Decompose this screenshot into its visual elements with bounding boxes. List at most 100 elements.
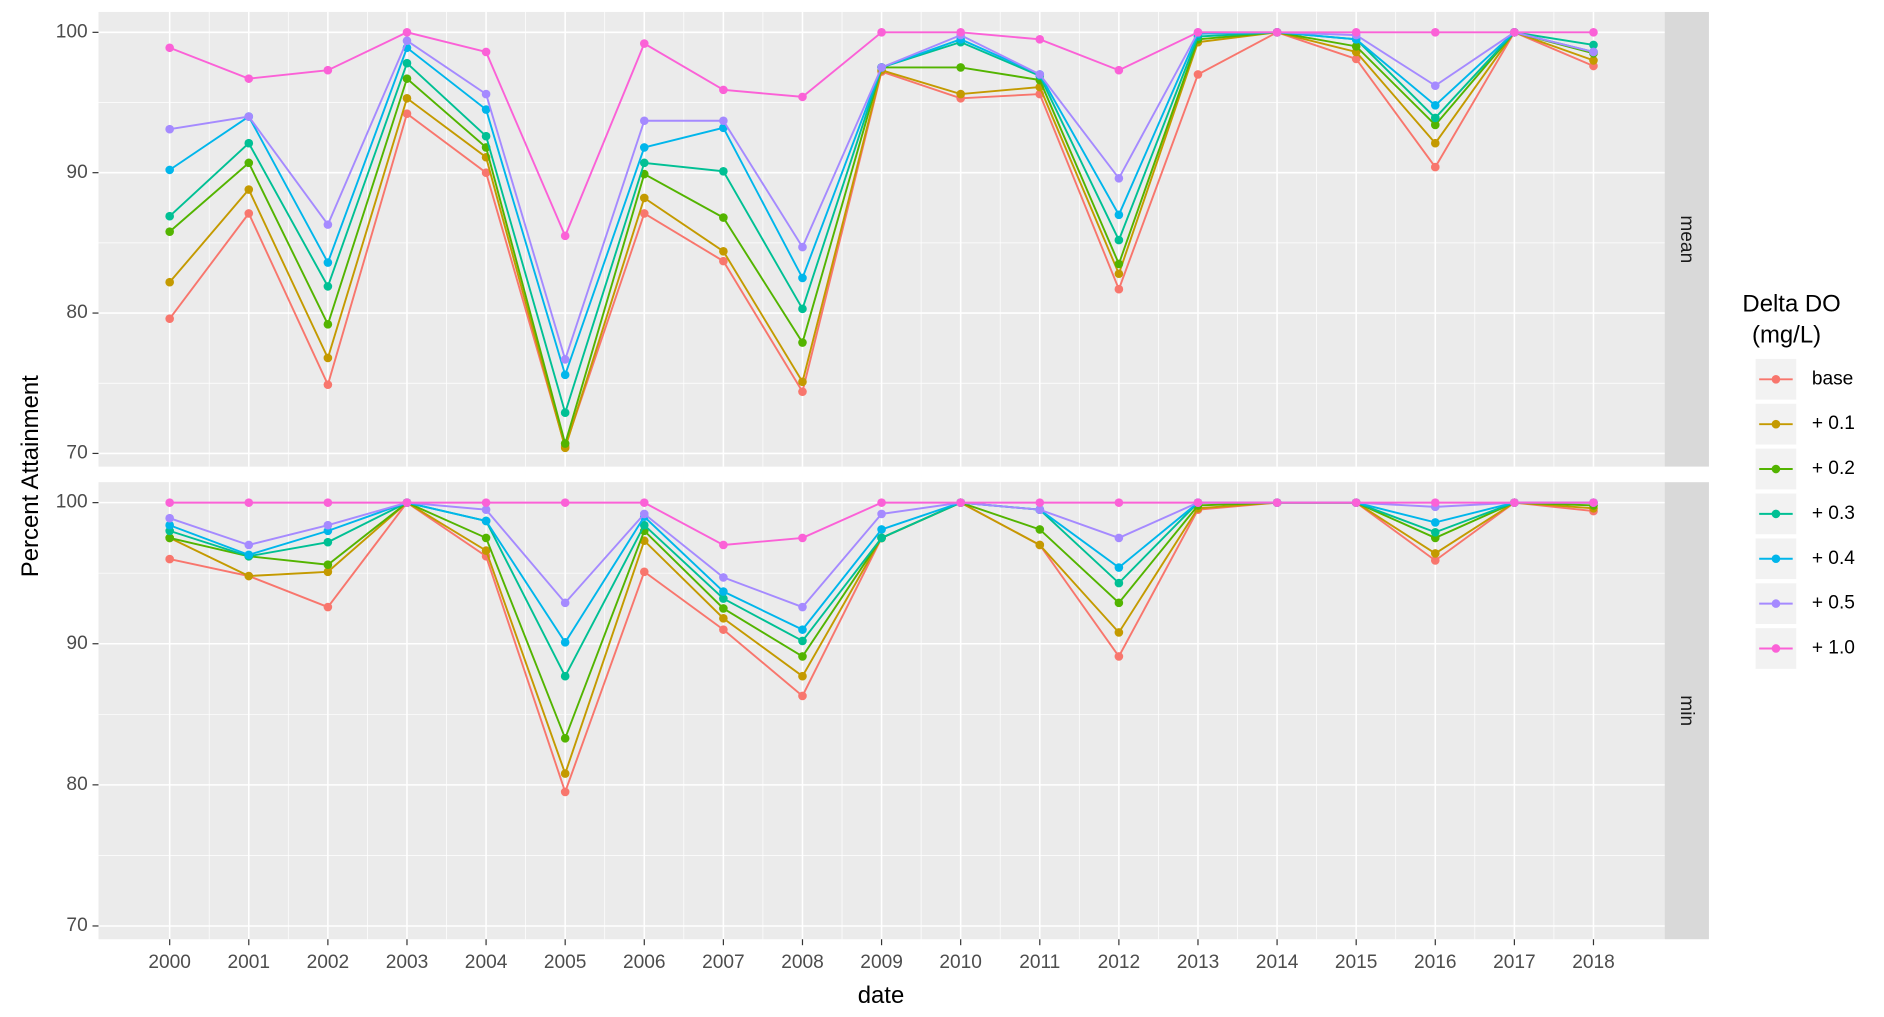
legend-label: + 0.3 [1812, 503, 1855, 524]
data-point [481, 105, 491, 114]
data-point [165, 520, 174, 530]
x-tick-label: 2018 [1572, 952, 1615, 973]
data-point [798, 625, 807, 634]
data-point [877, 498, 886, 507]
data-point [1351, 54, 1361, 64]
facet-label: mean [1676, 215, 1697, 263]
data-point [1510, 498, 1519, 507]
data-point [719, 625, 728, 634]
legend-label: + 1.0 [1812, 638, 1855, 659]
data-point [1430, 498, 1440, 507]
data-point [877, 533, 886, 543]
x-tick-label: 2013 [1177, 952, 1220, 973]
legend-label: + 0.1 [1812, 413, 1855, 434]
data-point [798, 652, 807, 661]
data-point [323, 258, 333, 267]
data-point [639, 116, 649, 126]
x-axis-title: date [858, 982, 905, 1009]
data-point [1430, 28, 1440, 37]
data-point [165, 165, 174, 175]
data-point [639, 158, 649, 168]
data-point [798, 387, 807, 396]
x-tick-label: 2008 [781, 952, 824, 973]
data-point [1114, 652, 1124, 661]
data-point [1035, 505, 1045, 515]
data-point [1114, 563, 1124, 572]
data-point [1193, 498, 1203, 507]
data-point [560, 231, 570, 241]
data-point [1430, 518, 1440, 527]
data-point [1114, 533, 1124, 543]
legend-swatch [1771, 464, 1781, 474]
x-tick-label: 2007 [702, 952, 745, 973]
data-point [877, 509, 886, 519]
data-point [244, 138, 254, 148]
data-point [481, 516, 491, 526]
data-point [1114, 284, 1124, 294]
x-tick-label: 2006 [623, 952, 666, 973]
data-point [639, 143, 649, 152]
data-point [719, 256, 728, 266]
data-point [798, 338, 807, 347]
x-tick-label: 2003 [386, 952, 429, 973]
y-tick-label: 80 [66, 302, 87, 323]
data-point [798, 636, 807, 646]
data-point [639, 193, 649, 203]
data-point [798, 273, 807, 283]
data-point [719, 116, 728, 126]
data-point [165, 498, 174, 507]
data-point [1035, 498, 1045, 507]
data-point [877, 63, 886, 72]
legend-swatch [1771, 419, 1781, 429]
legend-swatch [1771, 374, 1781, 384]
data-point [719, 85, 728, 95]
data-point [1589, 47, 1598, 57]
data-point [1114, 498, 1124, 507]
data-point [956, 89, 965, 99]
data-point [798, 691, 807, 701]
data-point [165, 533, 174, 543]
data-point [1430, 138, 1440, 148]
data-point [402, 93, 412, 103]
data-point [481, 498, 491, 507]
data-point [1114, 65, 1124, 75]
x-tick-label: 2016 [1414, 952, 1457, 973]
data-point [639, 567, 649, 577]
x-tick-label: 2000 [148, 952, 191, 973]
data-point [1035, 540, 1045, 550]
data-point [1430, 162, 1440, 172]
data-point [639, 39, 649, 48]
x-tick-label: 2009 [860, 952, 903, 973]
data-point [798, 671, 807, 681]
y-tick-label: 90 [66, 633, 87, 654]
data-point [1193, 28, 1203, 37]
data-point [1510, 28, 1519, 37]
x-tick-label: 2001 [228, 952, 271, 973]
data-point [639, 498, 649, 507]
data-point [1114, 235, 1124, 245]
x-tick-label: 2010 [939, 952, 982, 973]
y-tick-label: 70 [66, 915, 87, 936]
data-point [1114, 173, 1124, 183]
legend-label: + 0.4 [1812, 548, 1855, 569]
data-point [560, 408, 570, 418]
x-tick-label: 2005 [544, 952, 587, 973]
data-point [1351, 498, 1361, 507]
legend-swatch [1771, 554, 1781, 564]
data-point [244, 185, 254, 194]
data-point [1430, 101, 1440, 110]
legend-label: + 0.2 [1812, 458, 1855, 479]
data-point [165, 513, 174, 523]
x-tick-label: 2014 [1256, 952, 1299, 973]
data-point [1035, 70, 1045, 79]
data-point [1193, 70, 1203, 79]
data-point [1114, 269, 1124, 279]
data-point [244, 158, 254, 168]
data-point [1430, 113, 1440, 123]
data-point [323, 537, 333, 547]
data-point [165, 314, 174, 323]
legend-swatch [1771, 644, 1781, 653]
data-point [165, 124, 174, 134]
data-point [165, 227, 174, 236]
